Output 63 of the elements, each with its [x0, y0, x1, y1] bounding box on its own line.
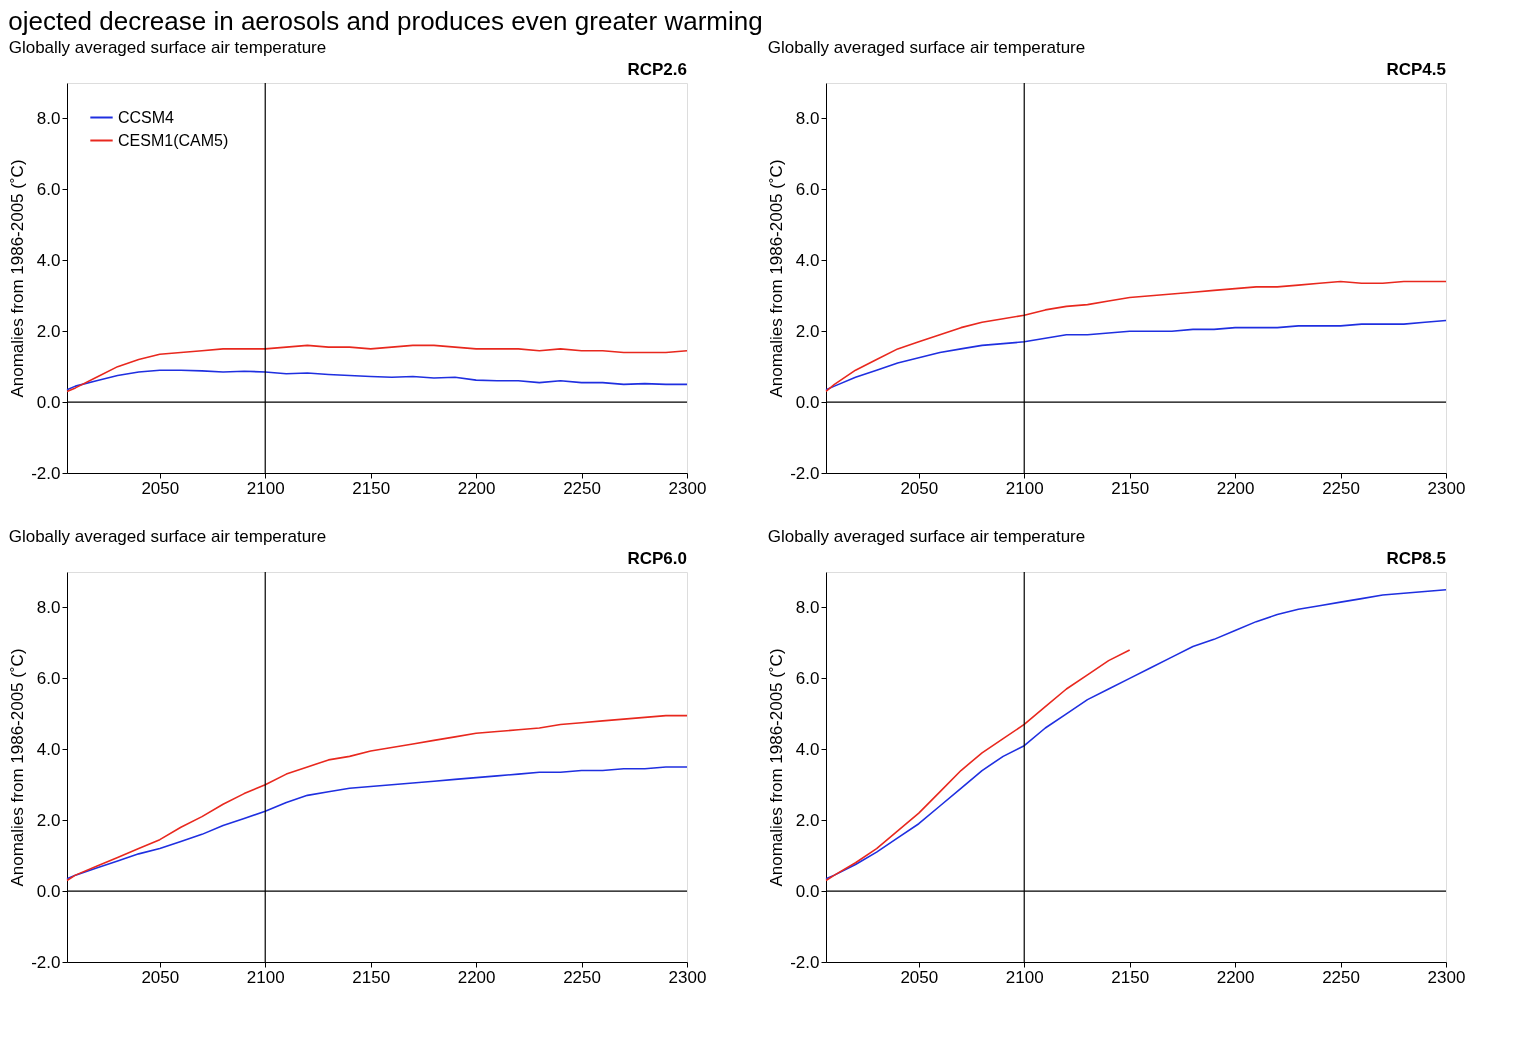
x-tick-label: 2300 — [668, 967, 707, 987]
y-tick-label: 0.0 — [36, 881, 61, 901]
y-tick-label: 6.0 — [36, 179, 61, 199]
y-axis-title: Anomalies from 1986-2005 (˚C) — [8, 159, 28, 398]
x-tick-label: 2050 — [141, 967, 180, 987]
y-tick-label: -2.0 — [31, 952, 61, 972]
y-tick-label: -2.0 — [790, 952, 820, 972]
x-tick-label: 2250 — [1322, 478, 1360, 498]
x-tick-label: 2200 — [1216, 478, 1255, 498]
chart-title: Globally averaged surface air temperature — [8, 38, 327, 57]
x-tick-label: 2300 — [1427, 478, 1466, 498]
chart-subtitle: RCP2.6 — [627, 60, 687, 79]
y-tick-label: 4.0 — [36, 739, 61, 759]
x-tick-label: 2150 — [1111, 478, 1150, 498]
y-tick-label: 0.0 — [36, 392, 61, 412]
y-tick-label: 4.0 — [795, 250, 820, 270]
y-axis-title: Anomalies from 1986-2005 (˚C) — [767, 159, 787, 398]
legend-label: CESM1(CAM5) — [118, 131, 229, 149]
x-tick-label: 2100 — [1005, 478, 1044, 498]
x-tick-label: 2150 — [352, 478, 391, 498]
x-tick-label: 2050 — [900, 967, 939, 987]
x-tick-label: 2200 — [457, 478, 496, 498]
y-tick-label: 0.0 — [795, 881, 820, 901]
y-tick-label: -2.0 — [790, 463, 820, 483]
x-tick-label: 2300 — [1427, 967, 1466, 987]
chart-title: Globally averaged surface air temperature — [8, 527, 327, 546]
chart-title: Globally averaged surface air temperature — [767, 38, 1086, 57]
x-tick-label: 2300 — [668, 478, 707, 498]
text: ojected decrease in aerosols and produces even greater warming — [8, 5, 763, 36]
chart-subtitle: RCP4.5 — [1386, 60, 1446, 79]
x-tick-label: 2050 — [900, 478, 939, 498]
y-tick-label: 6.0 — [36, 668, 61, 688]
y-tick-label: 6.0 — [795, 668, 820, 688]
y-tick-label: 6.0 — [795, 179, 820, 199]
legend-label: CCSM4 — [118, 108, 175, 126]
y-tick-label: 2.0 — [36, 810, 61, 830]
x-tick-label: 2150 — [1111, 967, 1150, 987]
y-tick-label: 8.0 — [795, 108, 820, 128]
x-tick-label: 2100 — [1005, 967, 1044, 987]
y-axis-title: Anomalies from 1986-2005 (˚C) — [767, 648, 787, 887]
y-tick-label: 2.0 — [36, 321, 61, 341]
y-tick-label: 4.0 — [795, 739, 820, 759]
chart-subtitle: RCP6.0 — [627, 549, 687, 568]
x-tick-label: 2150 — [352, 967, 391, 987]
x-tick-label: 2100 — [246, 478, 285, 498]
x-tick-label: 2050 — [141, 478, 180, 498]
y-tick-label: 8.0 — [36, 597, 61, 617]
chart-title: Globally averaged surface air temperature — [767, 527, 1086, 546]
x-tick-label: 2100 — [246, 967, 285, 987]
chart-subtitle: RCP8.5 — [1386, 549, 1446, 568]
y-tick-label: -2.0 — [31, 463, 61, 483]
y-tick-label: 8.0 — [36, 108, 61, 128]
x-tick-label: 2200 — [457, 967, 496, 987]
x-tick-label: 2250 — [563, 967, 601, 987]
x-tick-label: 2250 — [1322, 967, 1360, 987]
x-tick-label: 2200 — [1216, 967, 1255, 987]
y-axis-title: Anomalies from 1986-2005 (˚C) — [8, 648, 28, 887]
y-tick-label: 2.0 — [795, 321, 820, 341]
y-tick-label: 4.0 — [36, 250, 61, 270]
x-tick-label: 2250 — [563, 478, 601, 498]
y-tick-label: 8.0 — [795, 597, 820, 617]
y-tick-label: 2.0 — [795, 810, 820, 830]
y-tick-label: 0.0 — [795, 392, 820, 412]
